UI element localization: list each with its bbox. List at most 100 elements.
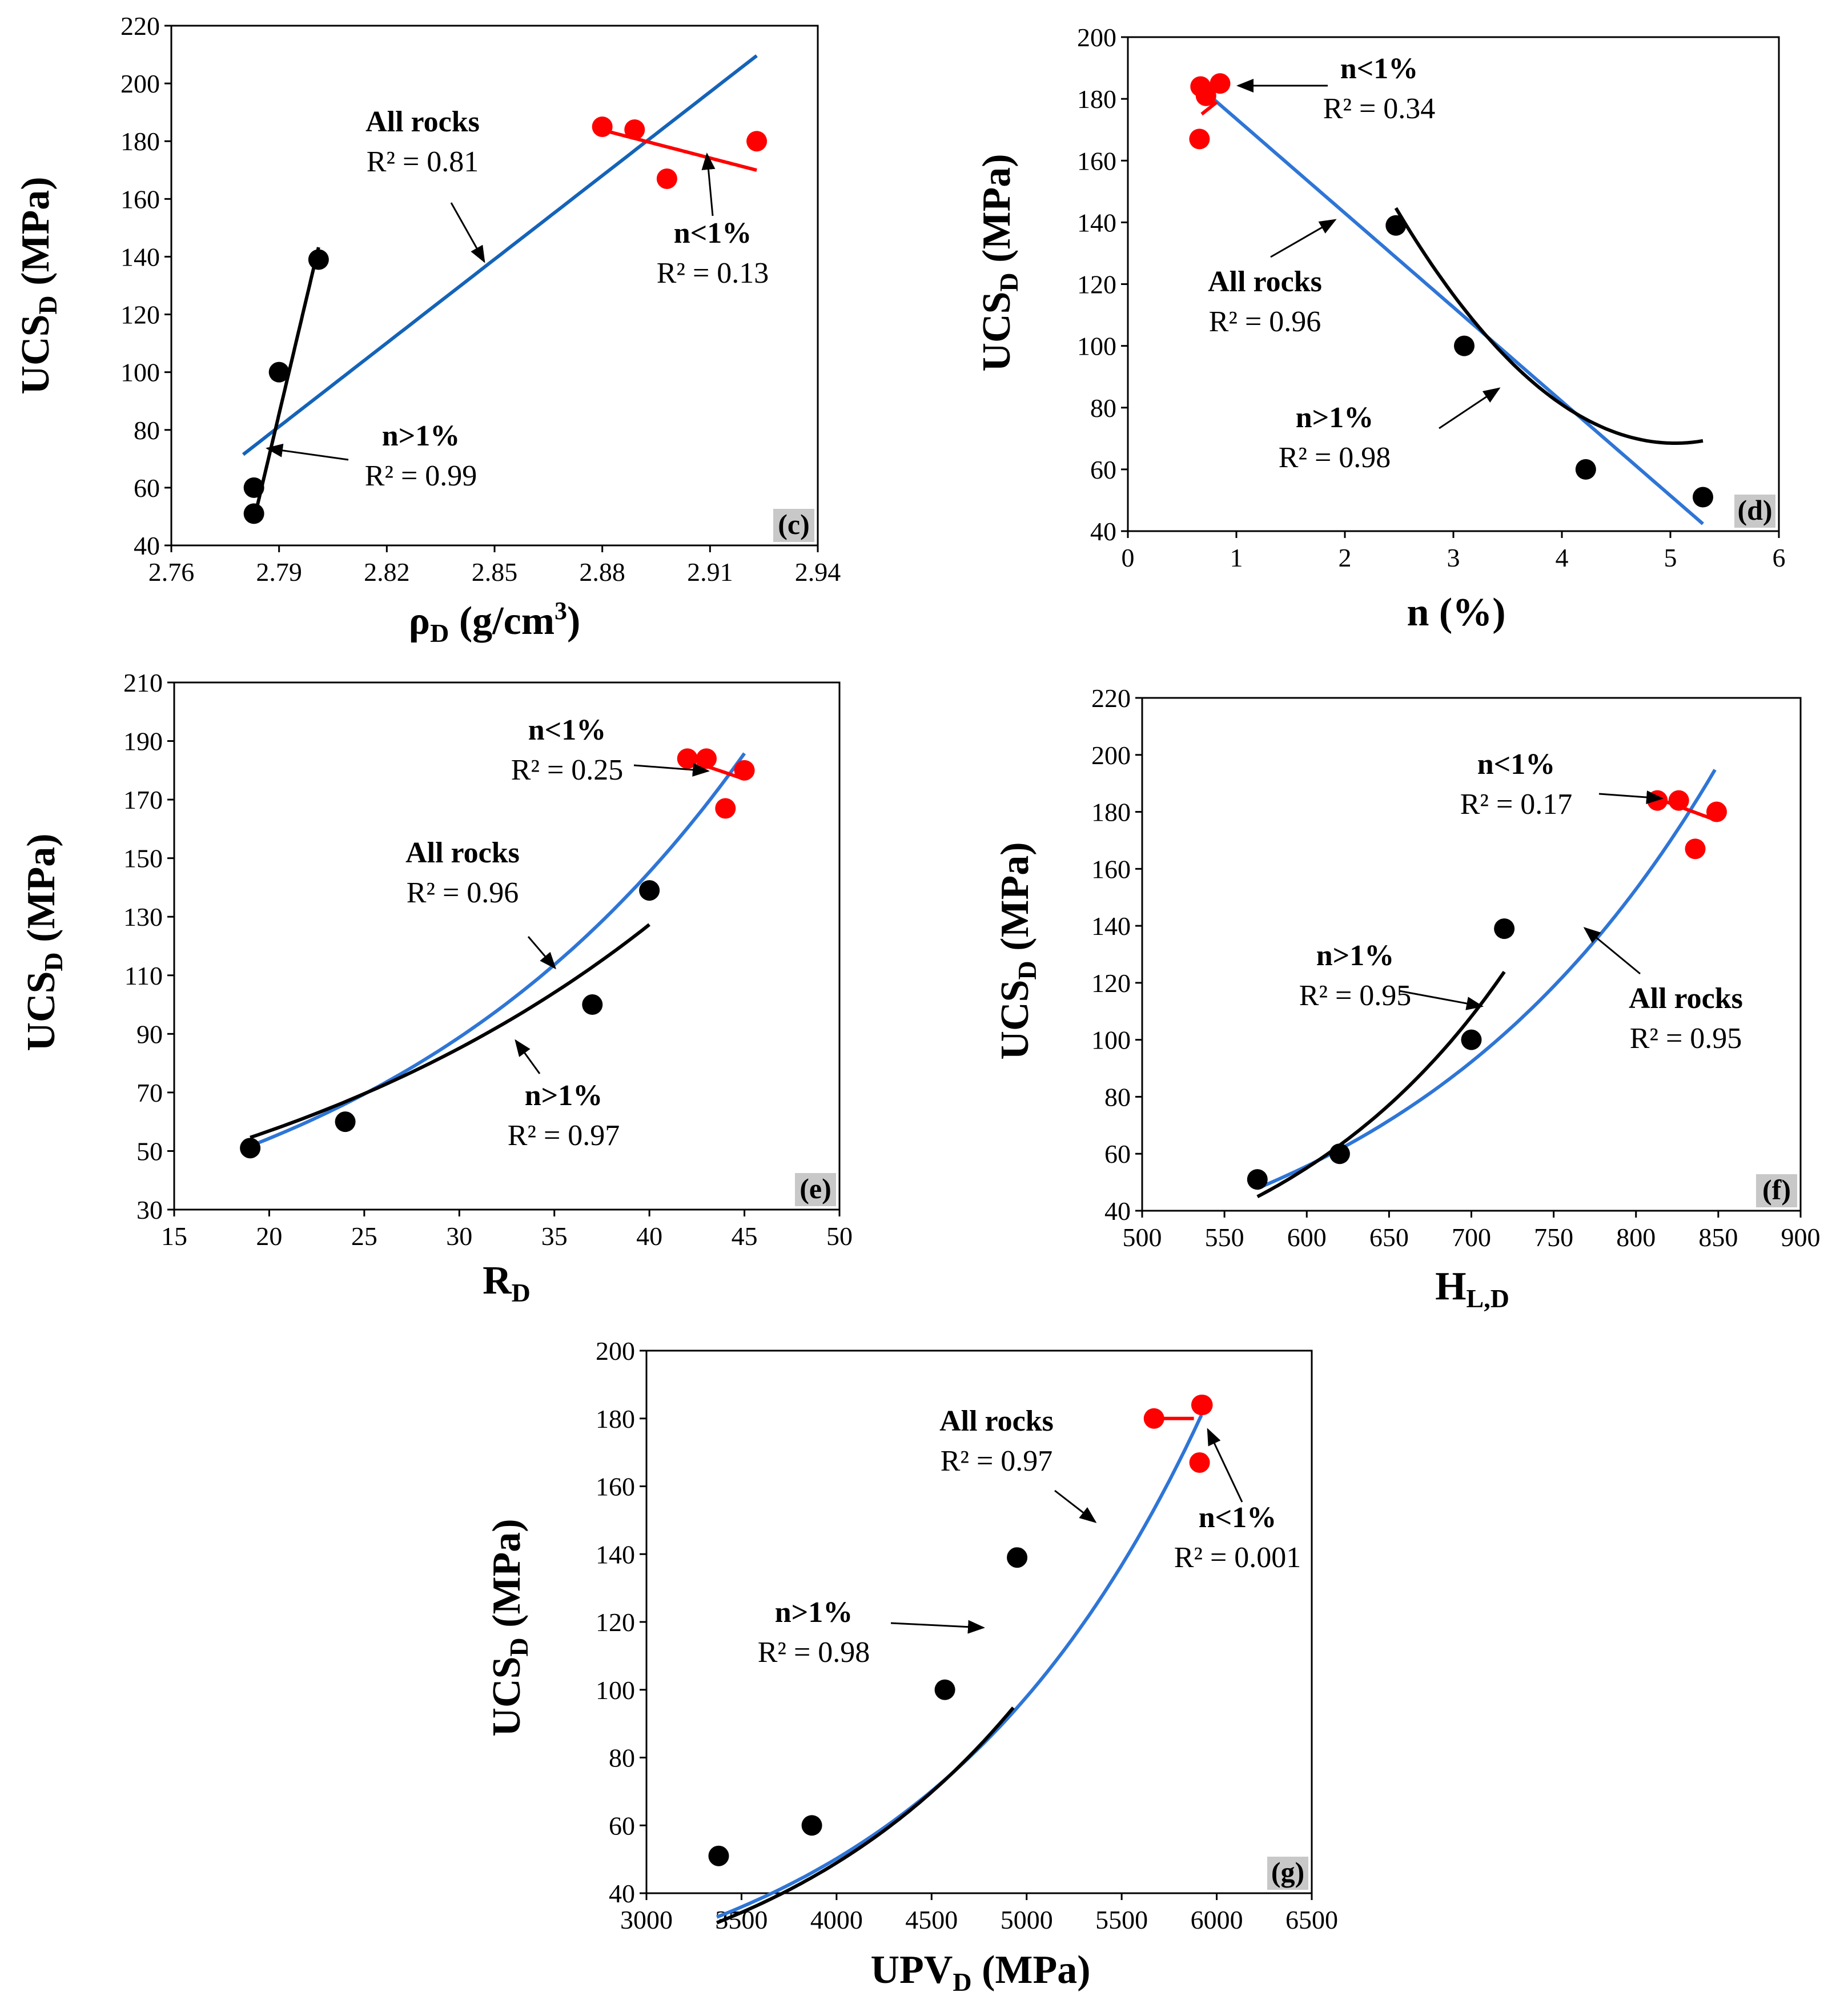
annotation-arrow	[1054, 1489, 1097, 1523]
y-tick-label: 80	[609, 1744, 635, 1773]
data-point-n-gt-1	[1575, 459, 1596, 480]
y-tick-label: 110	[124, 961, 163, 990]
y-tick-label: 200	[1077, 23, 1116, 52]
data-point-n-lt-1	[677, 748, 698, 769]
x-tick-label: 650	[1369, 1223, 1409, 1252]
data-point-n-gt-1	[243, 477, 264, 498]
data-point-n-lt-1	[656, 168, 677, 189]
fit-line-n-gt-1	[1394, 207, 1704, 445]
data-point-n-lt-1	[1210, 73, 1231, 94]
fit-line-n-gt-1	[1256, 970, 1506, 1199]
data-point-n-lt-1	[1668, 790, 1689, 811]
y-tick-label: 220	[1091, 684, 1131, 713]
annotation-group-label: All rocks	[1208, 266, 1322, 298]
data-point-n-gt-1	[1385, 215, 1407, 236]
annotation-arrow	[1207, 1428, 1243, 1503]
data-point-n-lt-1	[734, 760, 755, 781]
data-point-n-gt-1	[243, 503, 264, 524]
x-tick-label: 2	[1339, 543, 1352, 572]
annotation-r2: R² = 0.13	[657, 257, 769, 290]
y-tick-label: 170	[123, 785, 163, 814]
data-point-n-gt-1	[1247, 1169, 1268, 1190]
x-tick-label: 2.82	[364, 557, 410, 587]
data-point-n-gt-1	[268, 362, 290, 383]
panel-tag-background	[1734, 495, 1775, 528]
x-tick-label: 2.85	[472, 557, 518, 587]
annotation-arrow	[450, 202, 485, 263]
y-axis-title: UCSD (MPa)	[14, 176, 62, 394]
x-tick-label: 2.79	[256, 557, 302, 587]
annotation-r2: R² = 0.96	[407, 877, 519, 909]
data-point-n-lt-1	[1189, 1452, 1210, 1473]
fit-line-n-lt-1	[1200, 101, 1218, 116]
annotation-group-label: n>1%	[775, 1596, 853, 1629]
annotation-group-label: n>1%	[525, 1079, 603, 1112]
chart-d: 40 60 80 100 120 140 160 180 200 0 1 2 3 4 5 6 n (%) UCSD…	[975, 23, 1786, 634]
plot-area-frame	[173, 681, 841, 1211]
panel-tag: (f)	[1762, 1174, 1791, 1206]
x-tick-label: 900	[1781, 1223, 1821, 1252]
x-tick-label: 3	[1447, 543, 1460, 572]
data-point-n-lt-1	[1143, 1408, 1164, 1429]
y-tick-label: 160	[596, 1472, 635, 1501]
data-point-n-lt-1	[715, 798, 736, 819]
chart-e: 30 50 70 90 110 130 150 170 190 210 15 20 25 30 35 40 45…	[19, 668, 853, 1307]
annotation-arrow	[527, 936, 556, 970]
x-tick-label: 6500	[1285, 1905, 1338, 1934]
panel-tag-background	[1267, 1857, 1308, 1890]
x-axis-title: ρD (g/cm3)	[409, 597, 581, 648]
y-tick-label: 50	[136, 1136, 163, 1166]
annotation-arrow	[266, 443, 349, 461]
y-tick-label: 220	[120, 11, 160, 41]
y-tick-label: 130	[123, 902, 163, 931]
y-tick-label: 60	[609, 1811, 635, 1840]
data-point-n-gt-1	[1494, 918, 1515, 939]
data-point-n-gt-1	[1693, 487, 1713, 508]
annotation-arrow	[1598, 790, 1664, 805]
data-point-n-gt-1	[1461, 1029, 1482, 1050]
y-tick-label: 120	[596, 1608, 635, 1637]
x-tick-label: 5500	[1095, 1905, 1148, 1934]
y-tick-label: 140	[1091, 911, 1131, 941]
data-point-n-gt-1	[582, 994, 603, 1015]
annotation-r2: R² = 0.34	[1323, 93, 1436, 125]
y-tick-label: 40	[134, 531, 160, 560]
y-tick-label: 40	[1090, 517, 1116, 546]
annotation-r2: R² = 0.17	[1460, 788, 1573, 821]
chart-f: 40 60 80 100 120 140 160 180 200 220 500 550 600 650 7…	[993, 684, 1821, 1313]
fit-line-n-lt-1	[601, 128, 757, 172]
y-tick-label: 160	[120, 184, 160, 214]
annotation-r2: R² = 0.98	[758, 1636, 870, 1669]
x-tick-label: 2.88	[579, 557, 625, 587]
y-tick-label: 140	[1077, 208, 1116, 237]
y-tick-label: 210	[123, 668, 163, 697]
y-tick-label: 140	[596, 1540, 635, 1569]
panel-tag: (c)	[778, 508, 810, 540]
data-point-n-gt-1	[335, 1111, 356, 1133]
annotation-r2: R² = 0.001	[1174, 1541, 1301, 1574]
annotation-group-label: All rocks	[1629, 982, 1743, 1015]
x-tick-label: 6000	[1191, 1905, 1243, 1934]
data-point-n-gt-1	[708, 1845, 729, 1866]
annotation-group-label: n>1%	[1296, 401, 1374, 434]
panel-tag: (e)	[800, 1172, 831, 1204]
x-tick-label: 700	[1452, 1223, 1491, 1252]
x-tick-label: 6	[1773, 543, 1786, 572]
panel-tag-background	[1756, 1174, 1797, 1207]
annotation-r2: R² = 0.99	[365, 460, 477, 492]
y-tick-label: 80	[1104, 1082, 1131, 1111]
y-tick-label: 180	[1077, 85, 1116, 114]
y-tick-label: 60	[1090, 455, 1116, 484]
y-axis-title: UCSD (MPa)	[993, 842, 1042, 1059]
data-point-n-lt-1	[746, 131, 768, 152]
y-tick-label: 180	[120, 127, 160, 156]
y-tick-label: 30	[136, 1195, 163, 1224]
annotation-r2: R² = 0.98	[1279, 441, 1391, 474]
data-point-n-lt-1	[1647, 790, 1668, 811]
data-point-n-lt-1	[1706, 801, 1727, 822]
y-tick-label: 100	[596, 1676, 635, 1705]
data-point-n-gt-1	[1007, 1547, 1028, 1568]
